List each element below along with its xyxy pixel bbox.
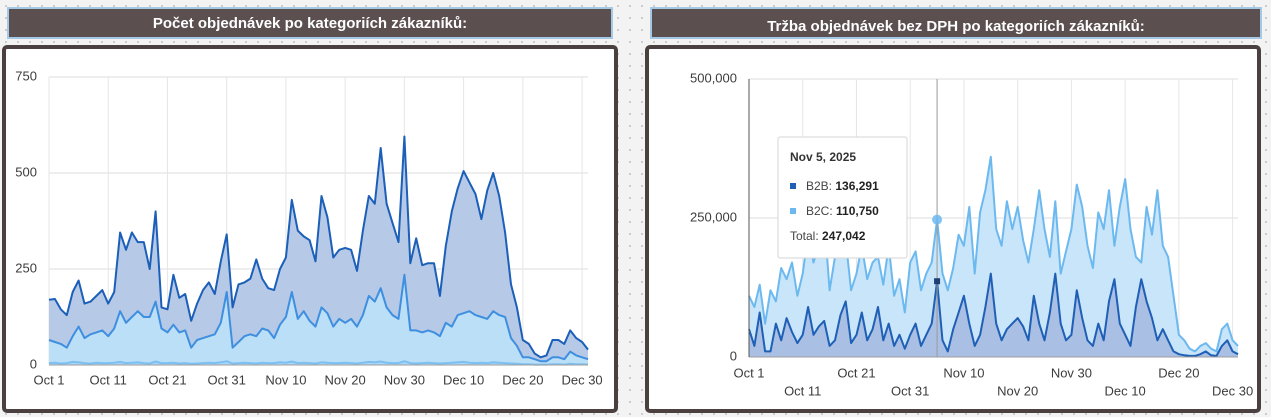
y-tick-label: 0: [730, 348, 737, 363]
chart-title: Tržba objednávek bez DPH po kategoriích …: [767, 18, 1145, 35]
area-line: [748, 272, 1239, 357]
hover-point: [934, 278, 941, 285]
x-tick-label: Dec 20: [502, 372, 543, 387]
x-tick-label: Nov 10: [265, 372, 306, 387]
x-tick-label: Nov 20: [325, 372, 366, 387]
y-tick-label: 250: [15, 260, 37, 275]
x-tick-label: Dec 10: [1105, 383, 1146, 398]
x-tick-label: Oct 11: [90, 372, 127, 387]
tooltip-row: B2C: 110,750: [806, 204, 879, 218]
tooltip-value: 247,042: [822, 229, 866, 243]
x-tick-label: Dec 20: [1158, 365, 1199, 380]
x-tick-label: Oct 21: [148, 372, 186, 387]
hover-point: [932, 214, 943, 225]
x-tick-label: Nov 20: [997, 383, 1038, 398]
y-tick-label: 0: [30, 356, 37, 371]
area-fill: [49, 136, 588, 362]
y-tick-label: 750: [15, 68, 37, 83]
tooltip-swatch: [790, 183, 796, 189]
tooltip-row: B2B: 136,291: [806, 179, 879, 193]
chart-title: Počet objednávek po kategoriích zákazník…: [153, 15, 467, 32]
y-tick-label: 500,000: [690, 70, 737, 85]
tooltip-box: [777, 136, 908, 259]
area-line: [48, 135, 589, 359]
x-tick-label: Oct 21: [837, 365, 875, 380]
x-tick-label: Oct 1: [33, 372, 64, 387]
header-bar: [7, 7, 613, 39]
tooltip-title: Nov 5, 2025: [790, 150, 856, 164]
tooltip-label: B2B:: [806, 179, 832, 193]
x-tick-label: Nov 10: [943, 365, 984, 380]
tooltip-label: Total:: [790, 229, 819, 243]
area-fill: [749, 156, 1238, 356]
x-tick-label: Dec 10: [443, 372, 484, 387]
x-tick-label: Oct 31: [891, 383, 929, 398]
x-tick-label: Dec 30: [1212, 383, 1253, 398]
tooltip-value: 136,291: [835, 179, 879, 193]
header-bar: [650, 7, 1262, 39]
tooltip-value: 110,750: [836, 204, 879, 218]
tooltip-label: B2C:: [806, 204, 833, 218]
tooltip-swatch: [790, 208, 796, 214]
tooltip-row: Total: 247,042: [790, 229, 866, 243]
x-tick-label: Dec 30: [561, 372, 602, 387]
x-tick-label: Oct 11: [784, 383, 821, 398]
x-tick-label: Oct 1: [733, 365, 764, 380]
area-line: [748, 155, 1239, 353]
plots: 0 250 500 750 Oct 1 Oct 11 Oct 21 Oct 31 Nov 10 N…: [15, 68, 1253, 398]
y-tick-label: 500: [15, 164, 37, 179]
x-tick-label: Nov 30: [384, 372, 425, 387]
area-line: [48, 360, 589, 366]
tooltip: Nov 5, 2025 B2B: 136,291 B2C: 110,750 To…: [777, 136, 908, 259]
y-tick-label: 250,000: [690, 209, 737, 224]
area-line: [48, 273, 589, 363]
x-tick-label: Oct 31: [208, 372, 246, 387]
x-tick-label: Nov 30: [1051, 365, 1092, 380]
